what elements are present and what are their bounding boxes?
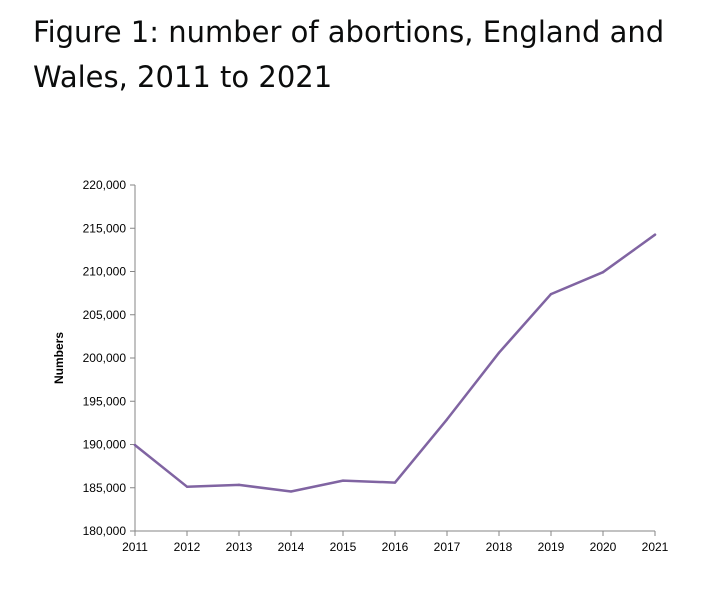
- data-point: [653, 233, 657, 236]
- y-tick-label: 220,000: [83, 178, 127, 192]
- x-tick-label: 2013: [226, 540, 253, 554]
- x-tick-label: 2021: [642, 540, 669, 554]
- series-group: [133, 233, 657, 493]
- data-point: [497, 351, 501, 354]
- x-tick-label: 2020: [590, 540, 617, 554]
- x-tick-label: 2012: [174, 540, 201, 554]
- data-point: [445, 418, 449, 421]
- data-point: [289, 490, 293, 493]
- y-axis-ticks: 180,000 185,000 190,000 195,000 200,000 205,0…: [83, 178, 135, 538]
- y-tick-label: 185,000: [83, 481, 127, 495]
- figure-title: Figure 1: number of abortions, England a…: [33, 15, 665, 94]
- x-tick-label: 2017: [434, 540, 461, 554]
- data-point: [133, 443, 137, 447]
- data-point: [393, 481, 397, 484]
- y-tick-label: 195,000: [83, 394, 127, 408]
- data-point: [237, 483, 241, 487]
- x-tick-label: 2015: [330, 540, 357, 554]
- data-point: [549, 292, 553, 296]
- data-point: [601, 271, 605, 274]
- x-tick-label: 2016: [382, 540, 409, 554]
- y-tick-label: 205,000: [83, 308, 127, 322]
- series-line: [133, 233, 657, 493]
- x-tick-label: 2019: [538, 540, 565, 554]
- data-point: [185, 485, 189, 488]
- x-tick-label: 2018: [486, 540, 513, 554]
- y-tick-label: 210,000: [83, 265, 127, 279]
- x-tick-label: 2011: [122, 540, 148, 554]
- y-tick-label: 215,000: [83, 221, 127, 235]
- x-axis-ticks: 2011 2012 2013 2014 2015 2016 2017 2018 2019 2020…: [122, 531, 669, 554]
- y-tick-label: 180,000: [83, 524, 127, 538]
- x-tick-label: 2014: [278, 540, 305, 554]
- data-point: [341, 479, 345, 482]
- y-tick-label: 190,000: [83, 438, 127, 452]
- y-axis-title: Numbers: [52, 332, 66, 384]
- y-tick-label: 200,000: [83, 351, 127, 365]
